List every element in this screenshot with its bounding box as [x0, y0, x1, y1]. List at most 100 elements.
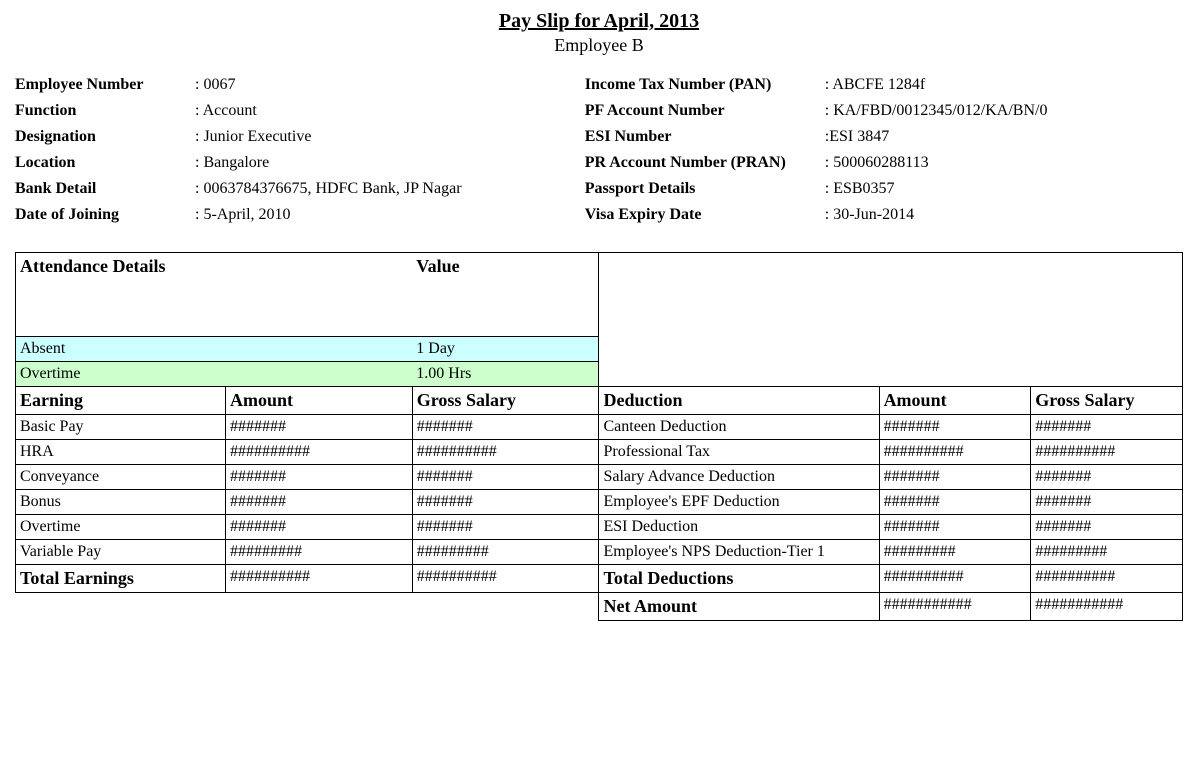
info-label: PR Account Number (PRAN) [585, 154, 825, 172]
section-header-row: Earning Amount Gross Salary Deduction Am… [16, 387, 1183, 415]
deduction-header: Deduction [599, 387, 879, 415]
deduction-label: Employee's EPF Deduction [599, 490, 879, 515]
net-amount-label: Net Amount [599, 593, 879, 621]
table-row: Overtime ####### ####### ESI Deduction #… [16, 515, 1183, 540]
deduction-amount: ####### [879, 415, 1031, 440]
empty-cell [412, 301, 599, 337]
deduction-amount: ####### [879, 490, 1031, 515]
deduction-gross: ####### [1031, 415, 1183, 440]
deduction-gross: ######### [1031, 540, 1183, 565]
deduction-gross: ####### [1031, 490, 1183, 515]
employee-info: Employee Number: 0067 Function: Account … [15, 76, 1183, 232]
info-value: : 5-April, 2010 [195, 206, 585, 224]
deduction-gross: ####### [1031, 465, 1183, 490]
info-value: :ESI 3847 [825, 128, 1183, 146]
info-value: : Junior Executive [195, 128, 585, 146]
deduction-amount: ######### [879, 540, 1031, 565]
deduction-gross: ########## [1031, 440, 1183, 465]
attendance-value: 1.00 Hrs [412, 362, 599, 387]
info-label: Visa Expiry Date [585, 206, 825, 224]
info-label: Location [15, 154, 195, 172]
deduction-label: Salary Advance Deduction [599, 465, 879, 490]
info-label: Function [15, 102, 195, 120]
earning-amount: ####### [226, 415, 413, 440]
payslip-table: Attendance Details Value Absent 1 Day Ov… [15, 252, 1183, 621]
empty-cell [16, 593, 599, 621]
info-label: Passport Details [585, 180, 825, 198]
deduction-label: Employee's NPS Deduction-Tier 1 [599, 540, 879, 565]
total-earnings-gross: ########## [412, 565, 599, 593]
info-label: Date of Joining [15, 206, 195, 224]
attendance-spacer-row [16, 301, 1183, 337]
attendance-label: Overtime [16, 362, 413, 387]
net-amount-value: ########### [879, 593, 1031, 621]
deduction-label: Professional Tax [599, 440, 879, 465]
earning-label: Conveyance [16, 465, 226, 490]
deduction-gross: ####### [1031, 515, 1183, 540]
earning-amount: ########## [226, 440, 413, 465]
totals-row: Total Earnings ########## ########## Tot… [16, 565, 1183, 593]
info-value: : 0063784376675, HDFC Bank, JP Nagar [195, 180, 585, 198]
earning-gross: ####### [412, 465, 599, 490]
attendance-header-row: Attendance Details Value [16, 253, 1183, 301]
empty-cell [599, 337, 1183, 362]
empty-cell [599, 301, 1183, 337]
earning-amount: ####### [226, 490, 413, 515]
earning-gross: ######### [412, 540, 599, 565]
table-row: Conveyance ####### ####### Salary Advanc… [16, 465, 1183, 490]
earning-label: Overtime [16, 515, 226, 540]
total-deductions-gross: ########## [1031, 565, 1183, 593]
deduction-amount: ####### [879, 465, 1031, 490]
earning-label: Bonus [16, 490, 226, 515]
attendance-value: 1 Day [412, 337, 599, 362]
deduction-label: Canteen Deduction [599, 415, 879, 440]
info-value: : 500060288113 [825, 154, 1183, 172]
info-label: PF Account Number [585, 102, 825, 120]
attendance-row: Absent 1 Day [16, 337, 1183, 362]
earning-label: HRA [16, 440, 226, 465]
earning-label: Basic Pay [16, 415, 226, 440]
info-value: : Account [195, 102, 585, 120]
net-row: Net Amount ########### ########### [16, 593, 1183, 621]
earning-amount: ####### [226, 515, 413, 540]
attendance-label: Absent [16, 337, 413, 362]
attendance-row: Overtime 1.00 Hrs [16, 362, 1183, 387]
table-row: Variable Pay ######### ######### Employe… [16, 540, 1183, 565]
earning-gross: ####### [412, 415, 599, 440]
info-label: Bank Detail [15, 180, 195, 198]
info-value: : 30-Jun-2014 [825, 206, 1183, 224]
deduction-amount: ########## [879, 440, 1031, 465]
earning-amount: ######### [226, 540, 413, 565]
table-row: Bonus ####### ####### Employee's EPF Ded… [16, 490, 1183, 515]
total-earnings-label: Total Earnings [16, 565, 226, 593]
empty-cell [599, 362, 1183, 387]
info-value: : KA/FBD/0012345/012/KA/BN/0 [825, 102, 1183, 120]
attendance-header-label: Attendance Details [16, 253, 413, 301]
table-row: HRA ########## ########## Professional T… [16, 440, 1183, 465]
info-label: Designation [15, 128, 195, 146]
page-title: Pay Slip for April, 2013 [15, 10, 1183, 33]
total-deductions-amount: ########## [879, 565, 1031, 593]
amount-header: Amount [226, 387, 413, 415]
gross-header: Gross Salary [412, 387, 599, 415]
earning-gross: ####### [412, 490, 599, 515]
attendance-header-value: Value [412, 253, 599, 301]
info-label: ESI Number [585, 128, 825, 146]
table-row: Basic Pay ####### ####### Canteen Deduct… [16, 415, 1183, 440]
info-value: : 0067 [195, 76, 585, 94]
info-label: Income Tax Number (PAN) [585, 76, 825, 94]
empty-cell [16, 301, 413, 337]
total-earnings-amount: ########## [226, 565, 413, 593]
info-value: : ESB0357 [825, 180, 1183, 198]
earning-header: Earning [16, 387, 226, 415]
deduction-amount: ####### [879, 515, 1031, 540]
employee-info-left: Employee Number: 0067 Function: Account … [15, 76, 585, 232]
deduction-label: ESI Deduction [599, 515, 879, 540]
header: Pay Slip for April, 2013 Employee B [15, 10, 1183, 56]
earning-gross: ####### [412, 515, 599, 540]
info-value: : Bangalore [195, 154, 585, 172]
total-deductions-label: Total Deductions [599, 565, 879, 593]
earning-label: Variable Pay [16, 540, 226, 565]
page-subtitle: Employee B [15, 35, 1183, 56]
amount-header: Amount [879, 387, 1031, 415]
